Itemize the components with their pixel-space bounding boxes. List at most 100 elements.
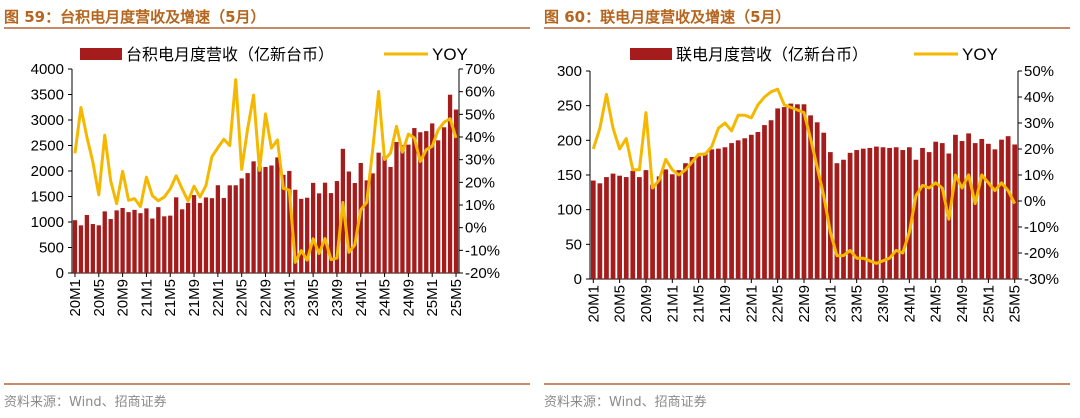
revenue-bar bbox=[1005, 136, 1011, 279]
revenue-bar bbox=[880, 147, 886, 279]
revenue-bar bbox=[683, 163, 688, 279]
x-tick-label: 20M5 bbox=[612, 285, 629, 323]
revenue-bar bbox=[729, 143, 734, 279]
x-tick-label: 21M9 bbox=[717, 285, 734, 323]
right-tick-label: 40% bbox=[465, 129, 495, 146]
source-rule bbox=[4, 383, 530, 385]
title-rule bbox=[4, 27, 530, 29]
revenue-bar bbox=[406, 144, 411, 273]
right-tick-label: -10% bbox=[465, 242, 500, 259]
right-tick-label: 50% bbox=[465, 106, 495, 123]
revenue-bar bbox=[906, 147, 912, 279]
revenue-bar bbox=[287, 170, 292, 273]
revenue-bar bbox=[959, 141, 965, 279]
revenue-bar bbox=[821, 132, 827, 279]
revenue-bar bbox=[623, 177, 629, 279]
revenue-bar bbox=[768, 120, 774, 279]
revenue-bar bbox=[676, 170, 682, 279]
revenue-bar bbox=[860, 148, 866, 279]
revenue-bar bbox=[814, 122, 820, 279]
revenue-bar bbox=[781, 107, 787, 279]
x-tick-label: 20M9 bbox=[638, 285, 655, 323]
legend-line-label: YOY bbox=[432, 45, 468, 64]
left-tick-label: 1000 bbox=[31, 214, 64, 231]
revenue-bar bbox=[795, 104, 800, 279]
x-tick-label: 23M1 bbox=[281, 279, 298, 317]
revenue-bar bbox=[650, 184, 655, 279]
right-tick-label: 10% bbox=[465, 197, 495, 214]
right-tick-label: 0% bbox=[1024, 193, 1046, 210]
revenue-bar bbox=[132, 209, 137, 273]
left-tick-label: 500 bbox=[39, 240, 64, 257]
revenue-bar bbox=[245, 173, 250, 273]
left-tick-label: 1500 bbox=[31, 189, 64, 206]
x-tick-label: 24M5 bbox=[377, 279, 394, 317]
revenue-bar bbox=[972, 143, 978, 279]
left-axis: 300 250 200 150 100 50 0 bbox=[557, 63, 591, 288]
revenue-bar bbox=[394, 142, 399, 273]
revenue-bar bbox=[299, 198, 304, 273]
revenue-bar bbox=[197, 202, 203, 273]
revenue-bar bbox=[150, 218, 155, 273]
x-tick-label: 23M1 bbox=[822, 285, 839, 323]
revenue-bar bbox=[841, 159, 846, 279]
revenue-bar bbox=[322, 182, 328, 273]
x-tick-label: 25M1 bbox=[424, 279, 441, 317]
revenue-bar bbox=[215, 185, 221, 273]
revenue-bar bbox=[453, 109, 459, 273]
chart-title: 图 60：联电月度营收及增速（5月） bbox=[544, 8, 791, 26]
right-tick-label: 50% bbox=[1024, 63, 1054, 80]
x-tick-label: 25M5 bbox=[448, 279, 465, 317]
revenue-bar bbox=[281, 174, 286, 273]
revenue-bar bbox=[669, 174, 675, 279]
tsmc-panel: 图 59：台积电月度营收及增速（5月） 台积电月度营收（亿新台币） YOY 4000… bbox=[4, 8, 530, 410]
revenue-bar bbox=[447, 94, 453, 273]
revenue-bar bbox=[400, 145, 405, 273]
left-tick-label: 250 bbox=[557, 98, 582, 115]
revenue-bar bbox=[827, 152, 833, 279]
x-tick-label: 21M9 bbox=[186, 279, 203, 317]
right-tick-label: 20% bbox=[1024, 141, 1054, 158]
right-tick-label: 20% bbox=[465, 174, 495, 191]
revenue-bar bbox=[755, 132, 761, 279]
revenue-bar bbox=[114, 210, 119, 273]
revenue-bar bbox=[221, 198, 226, 273]
revenue-bar bbox=[900, 150, 906, 279]
revenue-bar bbox=[926, 152, 932, 279]
x-tick-label: 22M9 bbox=[796, 285, 813, 323]
left-tick-label: 150 bbox=[557, 167, 582, 184]
x-tick-label: 25M1 bbox=[980, 285, 997, 323]
revenue-bar bbox=[382, 155, 387, 273]
legend-bar-label: 台积电月度营收（亿新台币） bbox=[126, 46, 334, 64]
x-tick-label: 21M5 bbox=[691, 285, 708, 323]
revenue-bar bbox=[742, 138, 748, 279]
bar-series bbox=[590, 103, 1018, 279]
tsmc-revenue-chart: 台积电月度营收（亿新台币） YOY 4000 3500 3000 2500 2000 1500… bbox=[31, 45, 500, 317]
revenue-bar bbox=[735, 140, 741, 279]
revenue-bar bbox=[257, 166, 262, 273]
left-tick-label: 0 bbox=[56, 265, 64, 282]
x-tick-label: 21M1 bbox=[664, 285, 681, 323]
x-tick-label: 24M9 bbox=[954, 285, 971, 323]
revenue-bar bbox=[788, 103, 794, 279]
yoy-line bbox=[73, 78, 458, 264]
right-tick-label: -10% bbox=[1024, 219, 1059, 236]
x-tick-label: 22M1 bbox=[210, 279, 227, 317]
umc-revenue-chart: 联电月度营收（亿新台币） YOY 300 250 200 150 100 50 0 50% 40% 3… bbox=[557, 45, 1059, 323]
x-tick-label: 22M5 bbox=[770, 285, 787, 323]
revenue-bar bbox=[610, 173, 616, 279]
revenue-bar bbox=[893, 147, 899, 279]
x-tick-label: 23M9 bbox=[875, 285, 892, 323]
x-tick-label: 20M5 bbox=[91, 279, 108, 317]
x-tick-label: 21M5 bbox=[162, 279, 179, 317]
revenue-bar bbox=[1012, 144, 1018, 279]
revenue-bar bbox=[643, 170, 649, 279]
revenue-bar bbox=[203, 197, 209, 273]
revenue-bar bbox=[185, 202, 191, 273]
revenue-bar bbox=[689, 156, 695, 279]
right-axis: 70% 60% 50% 40% 30% 20% 10% 0% -10% -20% bbox=[458, 61, 500, 282]
title-rule bbox=[544, 27, 1070, 29]
left-tick-label: 3000 bbox=[31, 112, 64, 129]
umc-panel: 图 60：联电月度营收及增速（5月） 联电月度营收（亿新台币） YOY 300 250… bbox=[540, 0, 1080, 418]
x-tick-label: 24M1 bbox=[901, 285, 918, 323]
